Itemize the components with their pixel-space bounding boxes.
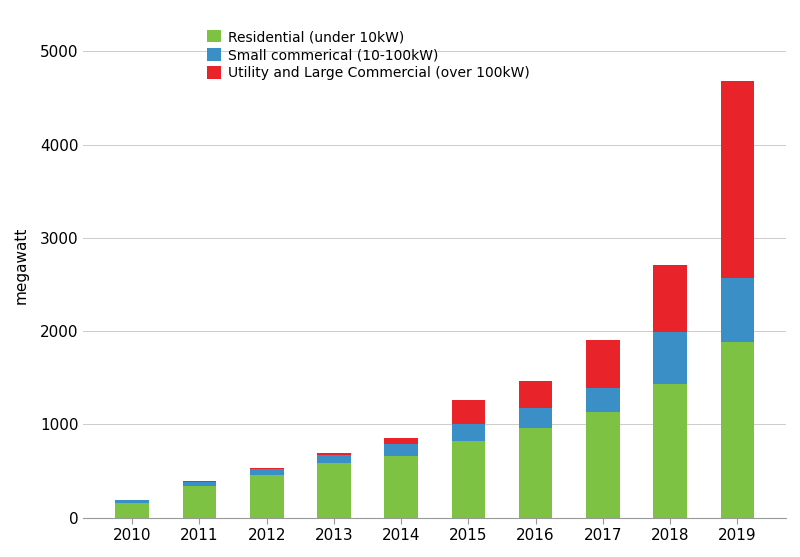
Bar	[452, 441, 486, 517]
Bar	[586, 340, 620, 388]
Bar	[115, 503, 149, 517]
Bar	[384, 438, 418, 443]
Bar	[317, 453, 350, 455]
Bar	[654, 384, 687, 517]
Bar	[182, 486, 216, 517]
Bar	[519, 408, 553, 428]
Bar	[452, 400, 486, 424]
Bar	[721, 81, 754, 278]
Bar	[384, 443, 418, 456]
Bar	[182, 482, 216, 486]
Bar	[182, 481, 216, 482]
Bar	[586, 412, 620, 517]
Bar	[519, 381, 553, 408]
Bar	[317, 455, 350, 463]
Bar	[654, 332, 687, 384]
Bar	[317, 463, 350, 517]
Bar	[250, 468, 283, 469]
Bar	[721, 278, 754, 343]
Bar	[250, 475, 283, 517]
Bar	[384, 456, 418, 517]
Bar	[654, 265, 687, 332]
Legend: Residential (under 10kW), Small commerical (10-100kW), Utility and Large Commerc: Residential (under 10kW), Small commeric…	[203, 26, 534, 85]
Bar	[250, 469, 283, 475]
Bar	[452, 424, 486, 441]
Y-axis label: megawatt: megawatt	[14, 227, 29, 305]
Bar	[586, 388, 620, 412]
Bar	[519, 428, 553, 517]
Bar	[721, 343, 754, 517]
Bar	[115, 500, 149, 503]
